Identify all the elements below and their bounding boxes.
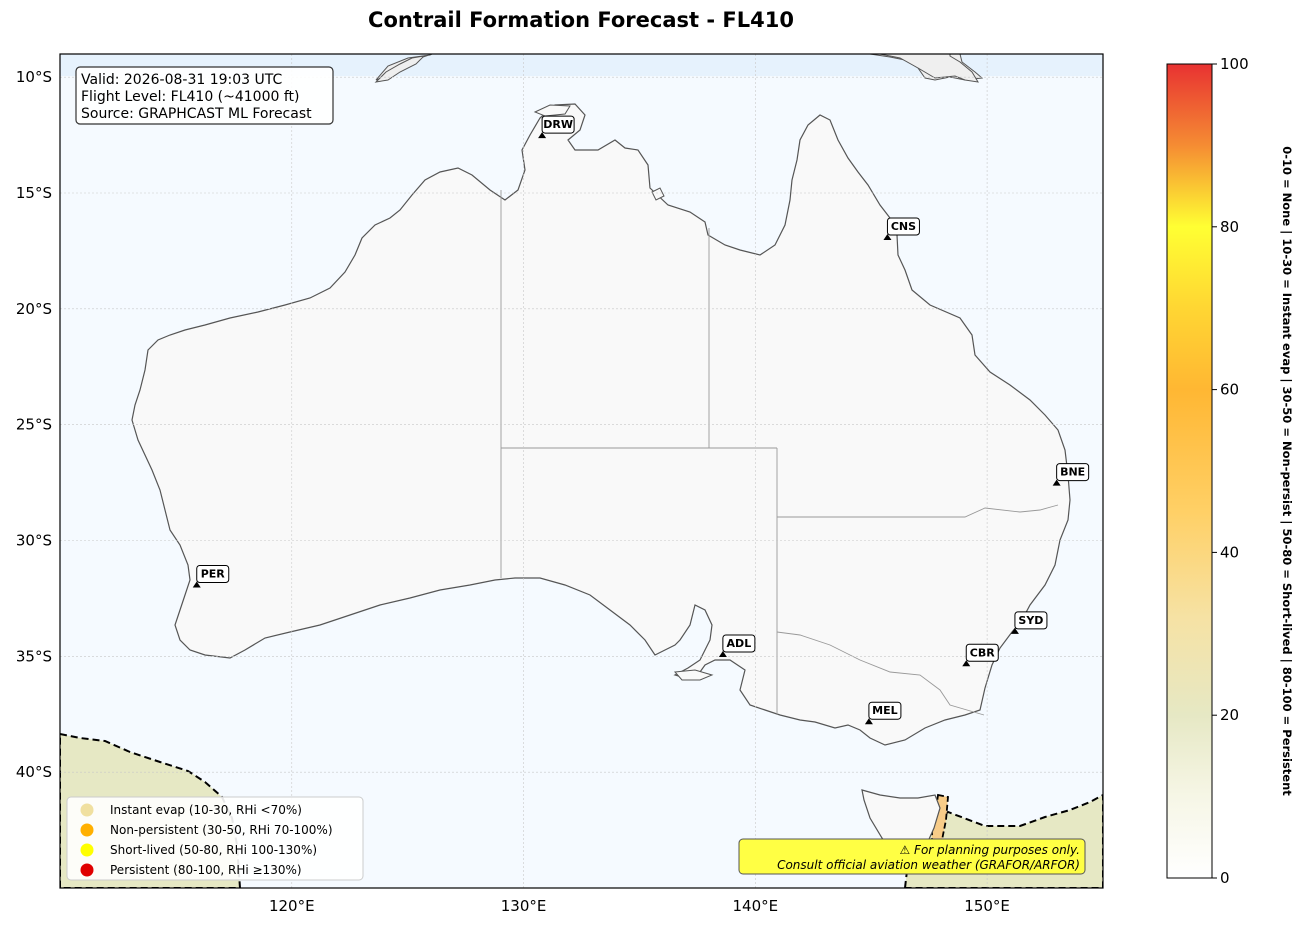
city-label: CBR	[970, 646, 995, 659]
lat-tick-label: 30°S	[16, 532, 52, 550]
legend-swatch	[80, 843, 94, 857]
city-label-box	[1014, 611, 1048, 630]
lat-tick-label: 15°S	[16, 184, 52, 202]
city-label-box	[886, 217, 920, 236]
city-label-box	[868, 701, 902, 720]
lat-tick-label: 10°S	[16, 68, 52, 86]
groote-island	[651, 187, 665, 201]
melville-island	[533, 104, 571, 117]
lat-tick-label: 25°S	[16, 416, 52, 434]
lon-tick-label: 130°E	[501, 897, 547, 915]
map-frame	[59, 53, 1104, 889]
city-adl[interactable]: ADL	[718, 634, 756, 658]
legend-swatch	[80, 803, 94, 817]
colorbar-tick-label: 60	[1220, 381, 1239, 399]
png-east	[879, 54, 979, 83]
city-label-box	[196, 565, 230, 584]
longitude-axis: 120°E 130°E 140°E 150°E	[269, 897, 1010, 915]
city-label: ADL	[727, 637, 752, 650]
city-label: DRW	[543, 118, 573, 131]
city-cbr[interactable]: CBR	[962, 643, 999, 667]
city-mel[interactable]: MEL	[864, 701, 902, 725]
city-label: CNS	[891, 220, 916, 233]
city-marker-icon	[538, 132, 547, 139]
disclaimer-box: ⚠ For planning purposes only. Consult of…	[738, 838, 1086, 875]
legend-item: Instant evap (10-30, RHi <70%)	[80, 803, 302, 817]
city-marker-icon	[192, 581, 201, 588]
lon-tick-label: 140°E	[733, 897, 779, 915]
legend-label: Non-persistent (30-50, RHi 70-100%)	[110, 823, 333, 837]
city-label: MEL	[872, 704, 897, 717]
map-panel[interactable]: DRW CNS BNE PER ADL SYD CBR MEL	[59, 53, 1104, 889]
city-marker-icon	[1010, 627, 1019, 634]
colorbar-tick-label: 40	[1220, 543, 1239, 561]
city-label-box	[1056, 463, 1090, 482]
city-marker-icon	[718, 651, 727, 658]
lat-tick-label: 20°S	[16, 300, 52, 318]
graticule	[60, 54, 1103, 888]
colorbar-ticks: 0 20 40 60 80 100	[1212, 55, 1249, 887]
legend-label: Persistent (80-100, RHi ≥130%)	[110, 863, 302, 877]
city-bne[interactable]: BNE	[1052, 463, 1090, 486]
lat-tick-label: 35°S	[16, 647, 52, 665]
lon-tick-label: 120°E	[269, 897, 315, 915]
city-drw[interactable]: DRW	[538, 115, 575, 139]
city-syd[interactable]: SYD	[1010, 611, 1048, 634]
colorbar-tick-label: 100	[1220, 55, 1249, 73]
colorbar-tick-label: 0	[1220, 869, 1230, 887]
info-box: Valid: 2026-08-31 19:03 UTC Flight Level…	[75, 66, 334, 125]
colorbar-tick-label: 20	[1220, 706, 1239, 724]
city-marker-icon	[962, 660, 971, 667]
colorbar: 0 20 40 60 80 100 0-10 = None | 10-30 = Insta…	[1166, 55, 1294, 887]
legend-item: Persistent (80-100, RHi ≥130%)	[80, 863, 302, 877]
colorbar-tick-label: 80	[1220, 218, 1239, 236]
legend-swatch	[80, 863, 94, 877]
info-valid: Valid: 2026-08-31 19:03 UTC	[81, 72, 282, 88]
latitude-axis: 10°S 15°S 20°S 25°S 30°S 35°S 40°S	[16, 68, 52, 781]
disclaimer-line-2: Consult official aviation weather (GRAFO…	[777, 858, 1080, 872]
city-markers: DRW CNS BNE PER ADL SYD CBR MEL	[192, 115, 1090, 725]
colorbar-side-label: 0-10 = None | 10-30 = Instant evap | 30-…	[1280, 146, 1294, 796]
disclaimer-line-1: ⚠ For planning purposes only.	[900, 843, 1080, 857]
city-marker-icon	[1052, 479, 1061, 486]
city-label: BNE	[1060, 466, 1085, 479]
colorbar-gradient	[1166, 63, 1213, 879]
city-marker-icon	[864, 718, 873, 725]
legend-swatch	[80, 823, 94, 837]
legend-item: Short-lived (50-80, RHi 100-130%)	[80, 843, 317, 857]
info-flight-level: Flight Level: FL410 (~41000 ft)	[81, 89, 300, 105]
city-label-box	[541, 115, 575, 134]
kangaroo-island	[673, 669, 714, 681]
legend-label: Instant evap (10-30, RHi <70%)	[110, 803, 302, 817]
legend-item: Non-persistent (30-50, RHi 70-100%)	[80, 823, 333, 837]
city-marker-icon	[883, 234, 892, 241]
city-label: PER	[201, 568, 226, 581]
info-source: Source: GRAPHCAST ML Forecast	[81, 106, 312, 122]
city-label: SYD	[1018, 614, 1043, 627]
city-cns[interactable]: CNS	[883, 217, 920, 241]
legend: Instant evap (10-30, RHi <70%) Non-persis…	[66, 796, 364, 881]
city-label-box	[722, 634, 756, 653]
lat-tick-label: 40°S	[16, 763, 52, 781]
city-label-box	[965, 643, 999, 662]
chart-title: Contrail Formation Forecast - FL410	[368, 8, 794, 32]
legend-label: Short-lived (50-80, RHi 100-130%)	[110, 843, 317, 857]
city-per[interactable]: PER	[192, 565, 230, 588]
state-borders	[500, 190, 1059, 716]
lon-tick-label: 150°E	[964, 897, 1010, 915]
